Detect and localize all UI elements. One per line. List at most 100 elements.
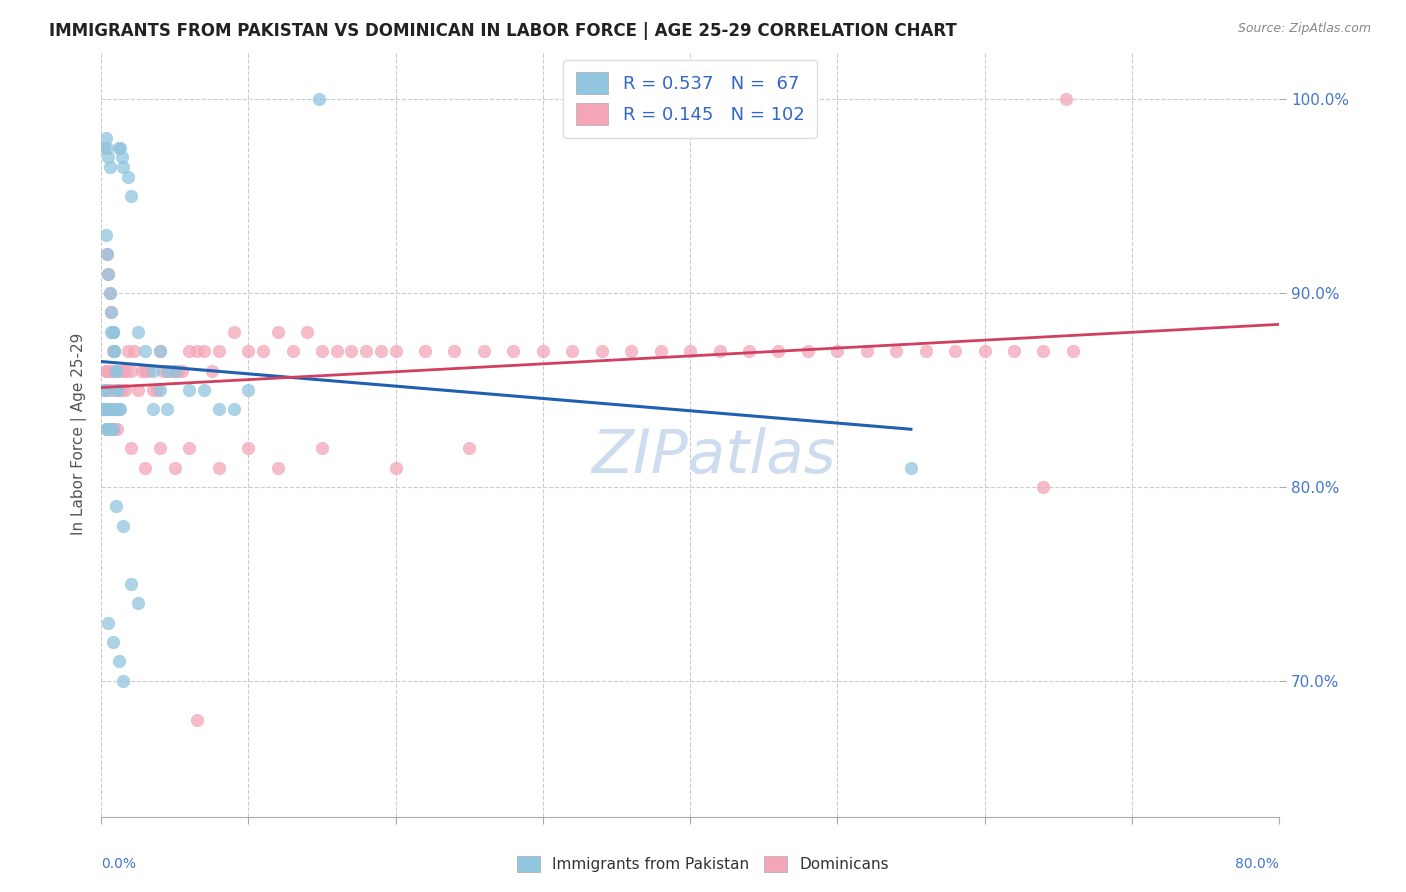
Point xyxy=(105,422,128,436)
Point xyxy=(100,422,122,436)
Point xyxy=(354,344,377,359)
Point xyxy=(112,363,135,377)
Point xyxy=(142,402,165,417)
Point xyxy=(100,305,122,319)
Point xyxy=(103,402,125,417)
Point xyxy=(591,344,613,359)
Point xyxy=(458,441,481,455)
Point xyxy=(111,150,134,164)
Point xyxy=(103,344,125,359)
Point xyxy=(97,267,120,281)
Point xyxy=(105,383,128,397)
Point xyxy=(100,325,122,339)
Point xyxy=(134,460,156,475)
Text: 0.0%: 0.0% xyxy=(101,856,136,871)
Point xyxy=(156,402,179,417)
Point xyxy=(827,344,849,359)
Point xyxy=(238,441,260,455)
Point xyxy=(1054,92,1077,106)
Point xyxy=(152,363,174,377)
Point xyxy=(96,402,118,417)
Point xyxy=(131,363,153,377)
Point xyxy=(222,325,245,339)
Point xyxy=(208,344,231,359)
Point xyxy=(111,383,134,397)
Point xyxy=(186,344,208,359)
Point xyxy=(166,363,188,377)
Point xyxy=(160,363,183,377)
Point xyxy=(96,140,118,154)
Point xyxy=(93,402,115,417)
Point xyxy=(122,344,145,359)
Point xyxy=(208,402,231,417)
Point xyxy=(101,344,124,359)
Point xyxy=(110,140,132,154)
Point xyxy=(103,344,125,359)
Point xyxy=(94,402,117,417)
Point xyxy=(107,655,129,669)
Point xyxy=(156,363,179,377)
Point xyxy=(142,363,165,377)
Legend: Immigrants from Pakistan, Dominicans: Immigrants from Pakistan, Dominicans xyxy=(509,848,897,880)
Point xyxy=(472,344,495,359)
Point xyxy=(112,160,135,174)
Point xyxy=(384,460,406,475)
Point xyxy=(179,383,201,397)
Point xyxy=(884,344,907,359)
Point xyxy=(94,402,117,417)
Point xyxy=(193,344,215,359)
Point xyxy=(97,383,120,397)
Point xyxy=(311,441,333,455)
Point xyxy=(679,344,702,359)
Text: 80.0%: 80.0% xyxy=(1234,856,1279,871)
Point xyxy=(97,615,120,630)
Point xyxy=(97,150,120,164)
Point xyxy=(179,344,201,359)
Point xyxy=(193,383,215,397)
Point xyxy=(134,363,156,377)
Point xyxy=(98,160,121,174)
Point xyxy=(768,344,790,359)
Point xyxy=(101,325,124,339)
Point xyxy=(110,402,132,417)
Point xyxy=(98,402,121,417)
Point xyxy=(561,344,583,359)
Point xyxy=(97,422,120,436)
Point xyxy=(112,673,135,688)
Point xyxy=(117,344,139,359)
Point xyxy=(104,402,127,417)
Point xyxy=(97,267,120,281)
Point xyxy=(94,227,117,242)
Point xyxy=(413,344,436,359)
Point xyxy=(104,363,127,377)
Point xyxy=(100,402,122,417)
Point xyxy=(238,344,260,359)
Point xyxy=(105,363,128,377)
Point xyxy=(100,383,122,397)
Point xyxy=(94,383,117,397)
Point xyxy=(127,596,149,610)
Legend: R = 0.537   N =  67, R = 0.145   N = 102: R = 0.537 N = 67, R = 0.145 N = 102 xyxy=(562,60,817,138)
Point xyxy=(855,344,877,359)
Point xyxy=(914,344,936,359)
Point xyxy=(325,344,347,359)
Point xyxy=(93,140,115,154)
Point xyxy=(156,363,179,377)
Point xyxy=(1002,344,1025,359)
Point xyxy=(136,363,159,377)
Point xyxy=(120,577,142,591)
Point xyxy=(93,383,115,397)
Point xyxy=(738,344,761,359)
Point xyxy=(384,344,406,359)
Point xyxy=(97,422,120,436)
Point xyxy=(101,422,124,436)
Point xyxy=(94,363,117,377)
Point xyxy=(252,344,274,359)
Point xyxy=(98,286,121,301)
Point xyxy=(94,131,117,145)
Point xyxy=(443,344,465,359)
Point xyxy=(149,344,172,359)
Point xyxy=(502,344,524,359)
Point xyxy=(146,383,169,397)
Point xyxy=(96,247,118,261)
